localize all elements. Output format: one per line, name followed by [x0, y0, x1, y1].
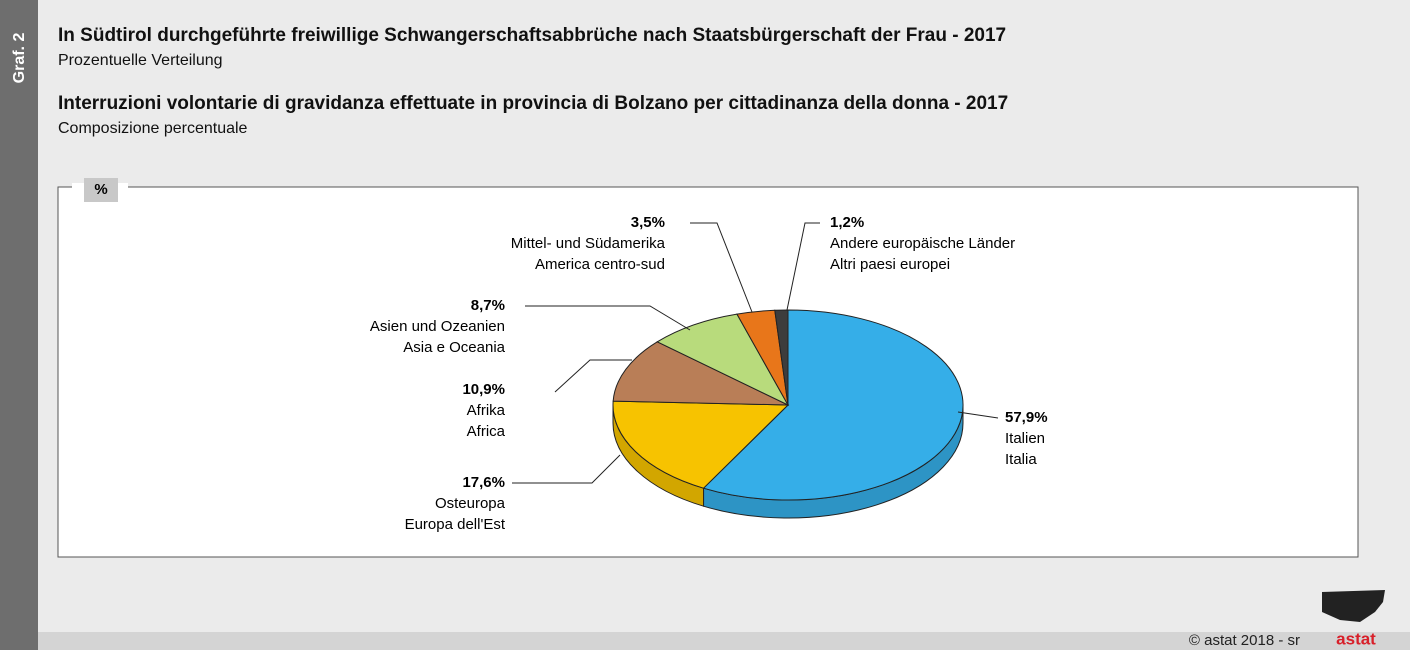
- leader-line: [957, 411, 999, 419]
- category-label: Asien und Ozeanien: [370, 318, 505, 335]
- value-label: 8,7%: [471, 297, 505, 314]
- leader-line: [512, 454, 621, 484]
- side-strip: [0, 0, 38, 650]
- slice: [612, 341, 789, 406]
- pie: [612, 309, 964, 519]
- logo: astat: [1336, 629, 1376, 648]
- leader-line: [690, 222, 753, 313]
- slice: [702, 309, 964, 501]
- category-label: Mittel- und Südamerika: [511, 235, 666, 252]
- leader-line: [525, 305, 691, 331]
- chart-title: In Südtirol durchgeführte freiwillige Sc…: [58, 25, 1006, 46]
- value-label: 10,9%: [462, 381, 505, 398]
- category-label-it: Asia e Oceania: [403, 339, 505, 356]
- value-label: 3,5%: [631, 214, 665, 231]
- category-label-it: Europa dell'Est: [405, 516, 506, 533]
- value-label: 57,9%: [1005, 409, 1048, 426]
- category-label-it: Italia: [1005, 451, 1037, 468]
- category-label-it: America centro-sud: [535, 256, 665, 273]
- slice: [656, 313, 790, 407]
- slice: [612, 400, 790, 489]
- chart-subtitle: Prozentuelle Verteilung: [58, 52, 223, 69]
- chart-title-it: Interruzioni volontarie di gravidanza ef…: [58, 93, 1008, 114]
- unit-label: %: [94, 181, 107, 198]
- category-label: Italien: [1005, 430, 1045, 447]
- category-label: Afrika: [467, 402, 506, 419]
- category-label: Andere europäische Länder: [830, 235, 1015, 252]
- category-label-it: Altri paesi europei: [830, 256, 950, 273]
- chart-subtitle-it: Composizione percentuale: [58, 120, 248, 137]
- value-label: 1,2%: [830, 214, 864, 231]
- footer: © astat 2018 - sr: [1189, 632, 1300, 649]
- slice: [774, 309, 789, 406]
- leader-line: [554, 359, 632, 393]
- category-label: Osteuropa: [435, 495, 506, 512]
- logo-shape: [1322, 590, 1385, 622]
- category-label-it: Africa: [467, 423, 506, 440]
- value-label: 17,6%: [462, 474, 505, 491]
- unit-tab: [84, 178, 118, 202]
- leader-line: [786, 222, 820, 311]
- side-label: Graf. 2: [11, 33, 28, 84]
- footer-bar: [38, 632, 1410, 650]
